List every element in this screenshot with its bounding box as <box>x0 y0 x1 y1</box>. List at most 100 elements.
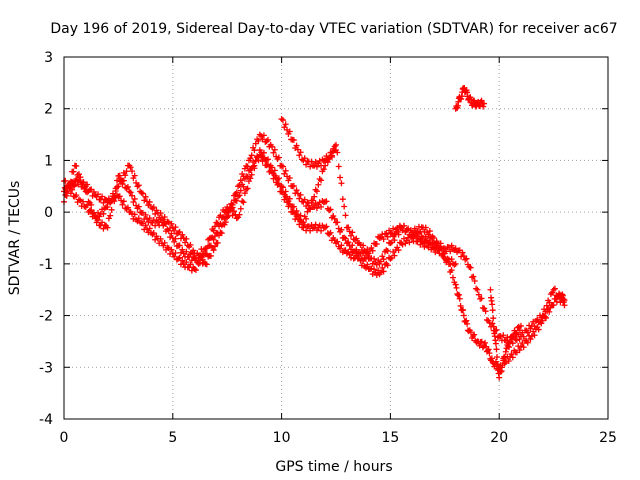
data-point <box>471 278 478 285</box>
data-point <box>120 177 127 184</box>
data-point <box>449 274 456 281</box>
y-tick-label: -4 <box>39 412 53 428</box>
data-point <box>100 225 107 232</box>
data-point <box>498 368 505 375</box>
data-point <box>265 156 271 163</box>
data-point <box>315 181 322 188</box>
data-point <box>328 153 335 160</box>
data-point <box>119 181 126 188</box>
data-point <box>95 217 101 224</box>
data-point <box>146 225 153 232</box>
data-point <box>63 192 70 199</box>
data-point <box>349 229 356 236</box>
data-point <box>337 174 344 181</box>
data-point <box>303 215 310 222</box>
data-point <box>494 353 501 360</box>
data-point <box>338 226 345 233</box>
data-point <box>460 306 467 313</box>
data-point <box>158 219 165 226</box>
data-point <box>211 233 218 240</box>
data-point <box>448 256 455 263</box>
data-point <box>490 315 497 322</box>
data-point <box>182 239 189 246</box>
y-tick-label: 2 <box>44 102 53 118</box>
data-point <box>508 351 515 358</box>
data-point <box>167 234 174 241</box>
data-point <box>313 188 320 195</box>
data-point <box>499 362 506 369</box>
chart-title: Day 196 of 2019, Sidereal Day-to-day VTE… <box>50 21 617 37</box>
data-point <box>165 227 172 234</box>
data-point <box>323 198 330 205</box>
data-point <box>152 210 159 217</box>
data-point <box>459 249 466 256</box>
data-point <box>467 329 474 336</box>
data-point <box>134 183 141 190</box>
data-point <box>501 353 508 360</box>
data-point <box>492 327 499 334</box>
data-point <box>448 267 455 274</box>
data-point <box>116 172 123 179</box>
data-point <box>142 193 149 200</box>
data-point <box>95 191 101 198</box>
data-point <box>161 220 168 227</box>
data-point <box>152 236 159 243</box>
data-point <box>251 165 258 172</box>
data-point <box>500 332 507 339</box>
data-point <box>244 185 251 192</box>
data-point <box>384 248 391 255</box>
data-point <box>309 197 316 204</box>
data-point <box>300 219 307 226</box>
series-track-e <box>452 85 487 112</box>
data-point <box>150 204 157 211</box>
data-point <box>301 196 308 203</box>
data-point <box>211 223 218 230</box>
data-point <box>80 179 87 186</box>
data-point <box>214 220 221 227</box>
data-point <box>338 242 345 249</box>
data-point <box>311 193 318 200</box>
data-point <box>512 329 519 336</box>
data-point <box>347 232 354 239</box>
data-point <box>387 240 394 247</box>
data-point <box>270 170 277 177</box>
data-point <box>401 222 407 229</box>
data-point <box>260 149 267 156</box>
data-point <box>539 317 546 324</box>
data-point <box>480 103 487 110</box>
data-point <box>456 295 463 302</box>
data-point <box>474 286 481 293</box>
data-point <box>69 186 76 193</box>
data-point <box>411 225 418 232</box>
data-point <box>172 250 179 257</box>
data-point <box>130 199 137 206</box>
x-axis-label: GPS time / hours <box>275 459 392 475</box>
data-point <box>161 239 168 246</box>
data-point <box>259 153 266 160</box>
y-tick-label: -2 <box>39 309 53 325</box>
data-point <box>421 243 428 250</box>
data-point <box>199 250 206 257</box>
data-point <box>489 301 496 308</box>
data-point <box>322 157 329 164</box>
data-point <box>478 295 485 302</box>
data-point <box>65 183 72 190</box>
data-point <box>371 255 378 262</box>
data-point <box>240 199 247 206</box>
data-point <box>380 236 387 243</box>
data-point <box>190 247 197 254</box>
data-point <box>229 201 236 208</box>
y-tick-label: 3 <box>44 50 53 66</box>
data-point <box>239 198 246 205</box>
data-point <box>516 347 523 354</box>
data-point <box>520 344 527 351</box>
data-point <box>473 285 480 292</box>
data-point <box>513 337 520 344</box>
data-point <box>187 261 194 268</box>
data-point <box>124 183 131 190</box>
data-point <box>279 184 286 191</box>
data-point <box>517 322 524 329</box>
data-point <box>252 158 259 165</box>
data-point <box>293 187 300 194</box>
data-point <box>161 214 168 221</box>
